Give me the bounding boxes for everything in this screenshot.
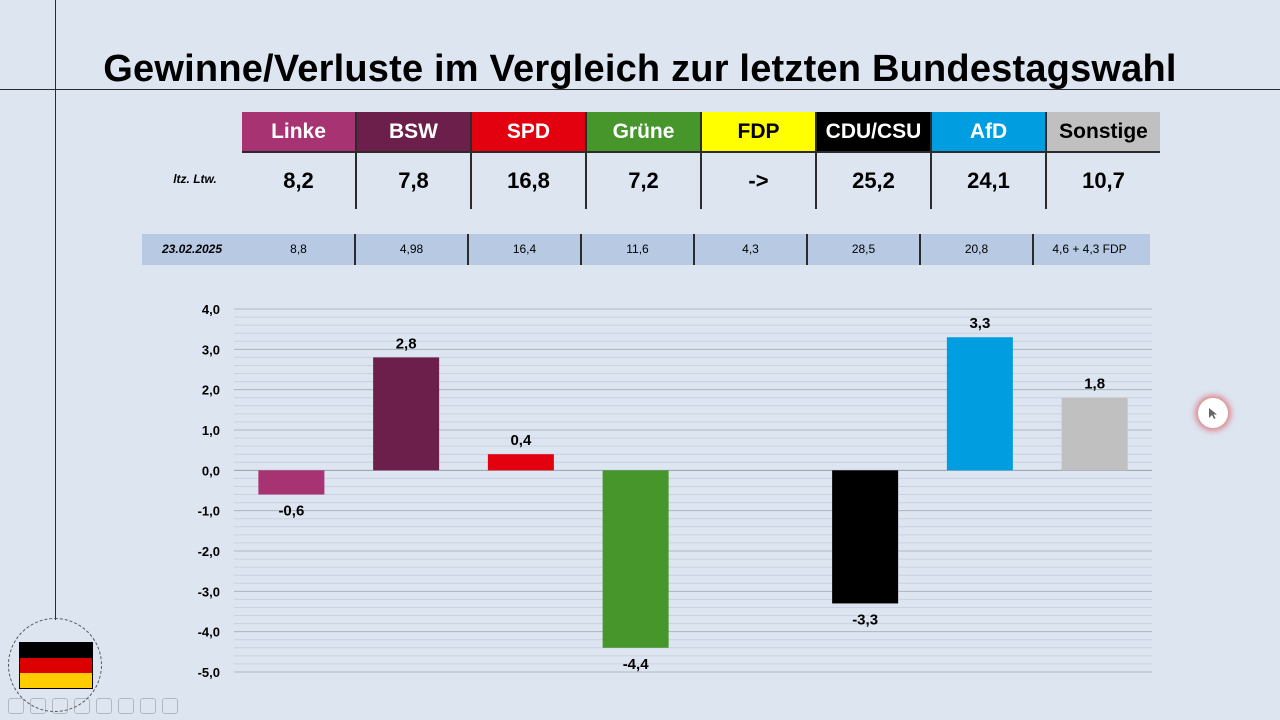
flag-badge: [8, 618, 102, 712]
column-separator: [806, 234, 808, 265]
grid-view-icon[interactable]: [74, 698, 90, 714]
party-table: Linke BSW SPD Grüne FDP CDU/CSU AfD Sonstige 8,…: [242, 112, 1160, 209]
last-election-value-0: 8,2: [283, 168, 314, 193]
data-label: -0,6: [278, 503, 304, 520]
party-header-7: Sonstige: [1045, 112, 1160, 153]
data-label: 1,8: [1084, 376, 1105, 393]
y-tick-label: -3,0: [198, 584, 220, 599]
pen-icon[interactable]: [52, 698, 68, 714]
flag-stripe-0: [20, 643, 92, 658]
current-result-value-5: 28,5: [851, 242, 876, 256]
data-label: 2,8: [396, 335, 417, 352]
row-label-last-election: ltz. Ltw.: [173, 172, 217, 186]
bar-bsw: [373, 357, 440, 471]
data-label: -4,4: [623, 656, 650, 673]
bar-spd: [487, 454, 554, 471]
bar-linke: [258, 470, 325, 495]
bar-afd: [946, 337, 1013, 471]
column-separator: [354, 234, 356, 265]
party-header-5: CDU/CSU: [815, 112, 931, 153]
column-separator: [580, 234, 582, 265]
bar-grne: [602, 470, 669, 648]
party-header-6: AfD: [930, 112, 1046, 153]
next-slide-icon[interactable]: [30, 698, 46, 714]
y-tick-label: -5,0: [198, 665, 220, 680]
y-tick-label: 4,0: [202, 302, 220, 317]
last-election-value-1: 7,8: [355, 152, 471, 209]
current-result-value-6: 20,8: [964, 242, 989, 256]
guide-line-vertical: [55, 0, 56, 620]
y-tick-label: -1,0: [198, 504, 220, 519]
y-tick-label: 0,0: [202, 463, 220, 478]
last-election-value-4: ->: [700, 152, 816, 209]
subtitle-icon[interactable]: [118, 698, 134, 714]
party-header-0: Linke: [242, 112, 356, 153]
slideshow-toolbar[interactable]: [8, 698, 178, 716]
data-label: -3,3: [852, 611, 878, 628]
current-result-value-0: 8,8: [290, 242, 307, 256]
more-icon[interactable]: [162, 698, 178, 714]
party-header-4: FDP: [700, 112, 816, 153]
row-label-date: 23.02.2025: [161, 242, 223, 256]
data-label: 3,3: [969, 315, 990, 332]
column-separator: [1032, 234, 1034, 265]
zoom-icon[interactable]: [96, 698, 112, 714]
germany-flag-icon: [19, 642, 93, 689]
party-header-row: Linke BSW SPD Grüne FDP CDU/CSU AfD Sonstige: [242, 112, 1160, 153]
last-election-value-3: 7,2: [585, 152, 701, 209]
mouse-pointer-icon: [1198, 398, 1228, 428]
current-result-value-2: 16,4: [512, 242, 537, 256]
current-result-row: 23.02.2025 8,8 4,98 16,4 11,6 4,3 28,5 20,8 4,6…: [142, 234, 1150, 265]
current-result-value-3: 11,6: [626, 242, 649, 256]
y-tick-label: -4,0: [198, 625, 220, 640]
y-tick-label: 3,0: [202, 342, 220, 357]
guide-line-horizontal: [0, 89, 1280, 90]
prev-slide-icon[interactable]: [8, 698, 24, 714]
last-election-value-5: 25,2: [815, 152, 931, 209]
y-tick-label: 1,0: [202, 423, 220, 438]
y-tick-label: 2,0: [202, 383, 220, 398]
last-election-row: 8,2 7,8 16,8 7,2 -> 25,2 24,1 10,7: [242, 152, 1160, 209]
party-header-2: SPD: [470, 112, 586, 153]
column-separator: [693, 234, 695, 265]
data-label: 0,4: [510, 432, 532, 449]
party-header-1: BSW: [355, 112, 471, 153]
party-header-3: Grüne: [585, 112, 701, 153]
flag-stripe-1: [20, 658, 92, 673]
column-separator: [919, 234, 921, 265]
bar-sonstige: [1061, 397, 1128, 471]
current-result-value-1: 4,98: [399, 242, 424, 256]
current-result-value-7: 4,6 + 4,3 FDP: [1052, 242, 1127, 256]
last-election-value-2: 16,8: [470, 152, 586, 209]
flag-stripe-2: [20, 673, 92, 688]
chart-title: Gewinne/Verluste im Vergleich zur letzte…: [103, 48, 1177, 90]
last-election-value-6: 24,1: [930, 152, 1046, 209]
last-election-value-7: 10,7: [1045, 152, 1160, 209]
current-result-value-4: 4,3: [742, 242, 759, 256]
y-tick-label: -2,0: [198, 544, 220, 559]
bar-cducsu: [832, 470, 899, 604]
camera-icon[interactable]: [140, 698, 156, 714]
column-separator: [467, 234, 469, 265]
